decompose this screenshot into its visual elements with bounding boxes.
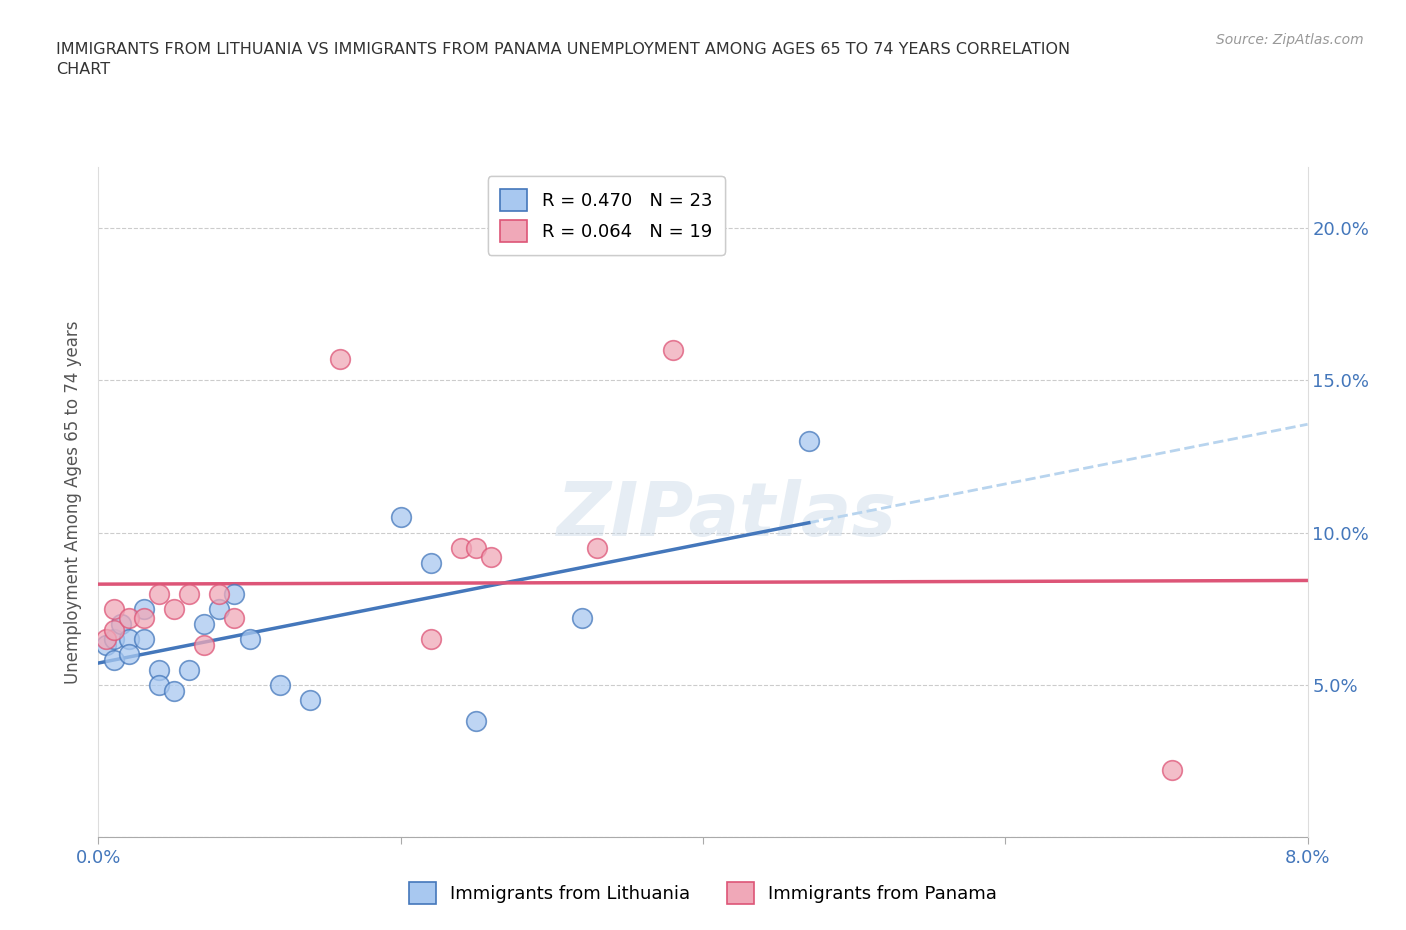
Point bbox=[389, 510, 412, 525]
Point bbox=[662, 342, 685, 357]
Y-axis label: Unemployment Among Ages 65 to 74 years: Unemployment Among Ages 65 to 74 years bbox=[65, 321, 83, 684]
Legend: Immigrants from Lithuania, Immigrants from Panama: Immigrants from Lithuania, Immigrants fr… bbox=[402, 875, 1004, 911]
Point bbox=[481, 550, 503, 565]
Point bbox=[132, 631, 155, 646]
Point bbox=[465, 540, 488, 555]
Point bbox=[208, 586, 231, 601]
Point bbox=[148, 586, 170, 601]
Point bbox=[193, 638, 215, 653]
Point bbox=[163, 684, 186, 698]
Text: Source: ZipAtlas.com: Source: ZipAtlas.com bbox=[1216, 33, 1364, 46]
Point bbox=[239, 631, 262, 646]
Point bbox=[193, 617, 215, 631]
Point bbox=[163, 602, 186, 617]
Point bbox=[118, 631, 141, 646]
Point bbox=[329, 352, 352, 366]
Point bbox=[118, 647, 141, 662]
Point bbox=[1160, 763, 1182, 777]
Text: ZIPatlas: ZIPatlas bbox=[557, 479, 897, 552]
Point bbox=[299, 693, 322, 708]
Point bbox=[224, 586, 246, 601]
Point bbox=[269, 677, 291, 692]
Point bbox=[110, 617, 132, 631]
Point bbox=[118, 610, 141, 625]
Point bbox=[94, 631, 117, 646]
Point bbox=[103, 653, 125, 668]
Point bbox=[148, 677, 170, 692]
Point bbox=[208, 602, 231, 617]
Point bbox=[103, 602, 125, 617]
Point bbox=[450, 540, 472, 555]
Point bbox=[586, 540, 609, 555]
Point bbox=[224, 610, 246, 625]
Point bbox=[103, 622, 125, 637]
Text: IMMIGRANTS FROM LITHUANIA VS IMMIGRANTS FROM PANAMA UNEMPLOYMENT AMONG AGES 65 T: IMMIGRANTS FROM LITHUANIA VS IMMIGRANTS … bbox=[56, 42, 1070, 76]
Point bbox=[94, 638, 117, 653]
Point bbox=[797, 434, 820, 449]
Point bbox=[420, 631, 443, 646]
Point bbox=[132, 602, 155, 617]
Point bbox=[179, 586, 201, 601]
Legend: R = 0.470   N = 23, R = 0.064   N = 19: R = 0.470 N = 23, R = 0.064 N = 19 bbox=[488, 177, 725, 255]
Point bbox=[420, 555, 443, 570]
Point bbox=[132, 610, 155, 625]
Point bbox=[148, 662, 170, 677]
Point bbox=[571, 610, 593, 625]
Point bbox=[465, 714, 488, 729]
Point bbox=[179, 662, 201, 677]
Point bbox=[103, 631, 125, 646]
